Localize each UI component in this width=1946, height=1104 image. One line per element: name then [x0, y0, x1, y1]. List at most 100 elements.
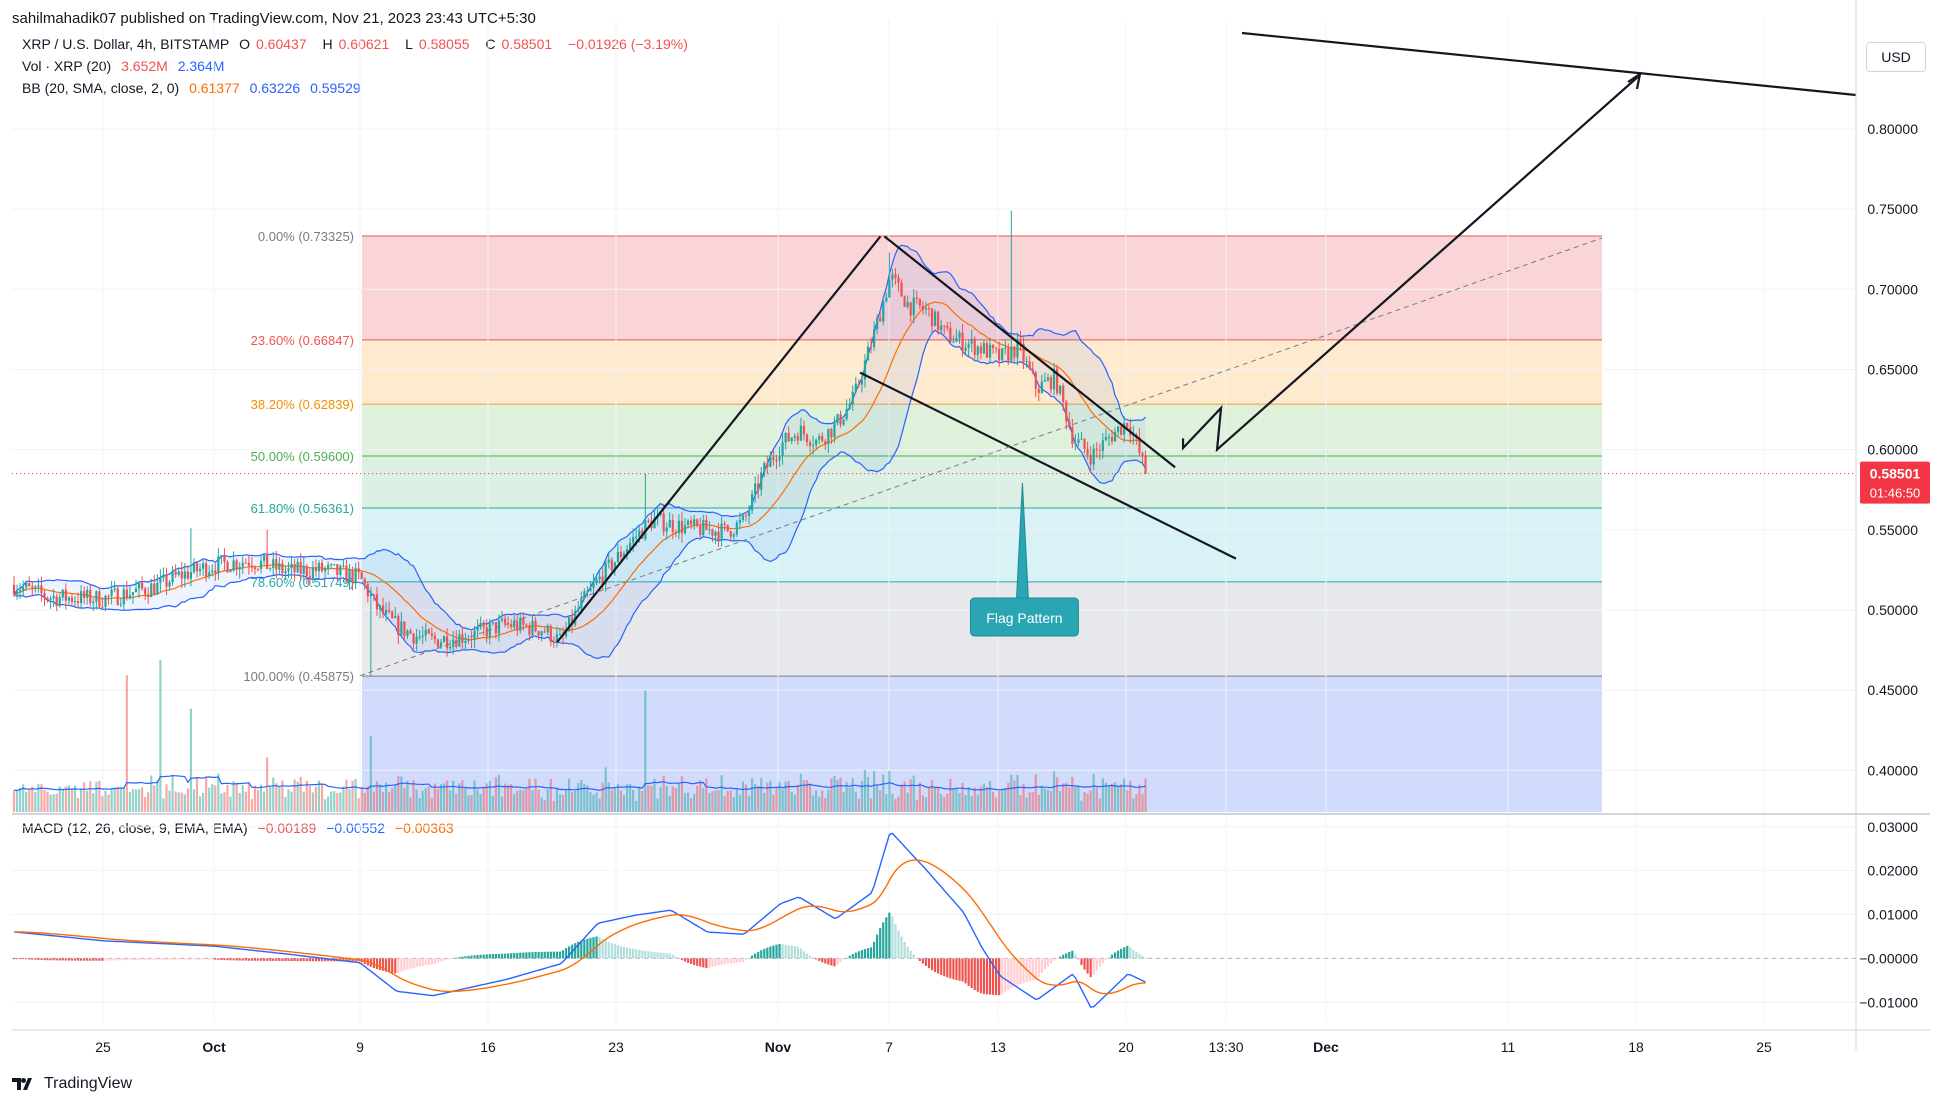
fib-zone — [362, 456, 1602, 508]
candle-body — [1013, 346, 1016, 358]
macd-histogram-bar — [937, 958, 940, 974]
candle-body — [1086, 448, 1089, 456]
volume-bar — [174, 791, 177, 812]
macd-histogram-bar — [613, 944, 616, 959]
candle-body — [342, 565, 345, 567]
candle-body — [330, 564, 333, 566]
candle-body — [507, 623, 510, 625]
macd-histogram-bar — [89, 958, 92, 961]
macd-histogram-bar — [320, 958, 324, 962]
volume-bar — [253, 785, 257, 812]
volume-bar — [153, 785, 156, 812]
macd-histogram-bar — [1129, 947, 1132, 959]
candle-body — [873, 329, 876, 347]
macd-histogram-bar — [796, 946, 799, 959]
volume-bar — [674, 787, 677, 812]
volume-bar — [653, 778, 656, 812]
macd-histogram-bar — [458, 957, 461, 959]
volume-bar — [671, 786, 674, 812]
volume-bar — [531, 790, 534, 812]
candle-body — [427, 629, 430, 634]
volume-bar — [442, 783, 446, 812]
macd-histogram-bar — [1083, 958, 1086, 970]
price-tick-label: 0.75000 — [1867, 201, 1918, 217]
volume-bar — [244, 791, 247, 812]
macd-histogram-bar — [1013, 958, 1016, 987]
volume-bar — [1028, 792, 1031, 812]
candle-body — [244, 562, 247, 564]
volume-bar — [141, 787, 144, 812]
volume-bar — [906, 792, 909, 812]
macd-histogram-bar — [427, 958, 430, 965]
candle-body — [711, 529, 714, 536]
volume-bar — [473, 780, 476, 812]
chart-canvas[interactable]: 0.00% (0.73325) 23.60% (0.66847) 38.20% (0… — [0, 0, 1946, 1070]
volume-legend[interactable]: Vol · XRP (20) 3.652M 2.364M — [22, 58, 230, 74]
volume-bar — [183, 794, 186, 812]
candle-body — [278, 563, 281, 570]
candle-body — [183, 571, 186, 579]
macd-histogram-value: −0.00189 — [257, 820, 317, 836]
volume-bar — [805, 780, 809, 812]
volume-bar — [131, 789, 135, 812]
volume-bar — [625, 784, 629, 812]
price-tick-label: 0.45000 — [1867, 682, 1918, 698]
volume-bar — [165, 784, 168, 812]
macd-histogram-bar — [629, 948, 632, 959]
volume-ma: 2.364M — [177, 58, 225, 74]
volume-bar — [168, 790, 171, 812]
candle-body — [433, 635, 436, 640]
tradingview-footer[interactable]: TradingView — [12, 1075, 132, 1093]
price-tick-label: 0.65000 — [1867, 361, 1918, 377]
volume-bar — [34, 792, 37, 812]
bb-legend[interactable]: BB (20, SMA, close, 2, 0) 0.61377 0.6322… — [22, 80, 367, 96]
volume-bar — [452, 780, 455, 812]
candle-body — [229, 570, 232, 573]
macd-histogram-bar — [888, 912, 891, 959]
currency-button[interactable]: USD — [1866, 42, 1926, 72]
candle-body — [446, 636, 449, 649]
candle-body — [449, 646, 452, 649]
candle-body — [924, 308, 928, 310]
volume-bar — [1126, 790, 1129, 812]
time-tick-label: 13 — [990, 1039, 1006, 1055]
volume-bar — [1034, 774, 1037, 812]
macd-histogram-bar — [125, 958, 128, 961]
macd-histogram-bar — [497, 953, 501, 959]
macd-histogram-bar — [949, 958, 952, 979]
candle-body — [690, 520, 693, 525]
macd-histogram-bar — [1010, 958, 1013, 989]
candle-body — [534, 620, 537, 632]
volume-bar — [540, 797, 543, 812]
macd-histogram-bar — [189, 958, 192, 960]
price-tick-label: 0.60000 — [1867, 442, 1918, 458]
volume-bar — [995, 797, 998, 812]
volume-bar — [351, 780, 354, 812]
volume-bar — [150, 775, 153, 812]
macd-legend[interactable]: MACD (12, 26, close, 9, EMA, EMA) −0.001… — [22, 820, 460, 836]
candle-body — [1110, 437, 1114, 442]
volume-bar — [705, 778, 708, 812]
candle-body — [1080, 438, 1083, 440]
volume-bar — [485, 783, 488, 812]
volume-bar — [1074, 786, 1077, 812]
volume-bar — [976, 794, 979, 812]
candle-body — [1077, 439, 1080, 443]
macd-histogram-bar — [564, 948, 568, 959]
time-tick-label: 9 — [356, 1039, 364, 1055]
macd-histogram-bar — [778, 943, 781, 959]
macd-histogram-bar — [805, 953, 809, 959]
time-tick-label: Oct — [202, 1039, 226, 1055]
macd-histogram-bar — [1120, 948, 1123, 959]
volume-bar — [683, 792, 687, 812]
volume-bar — [998, 790, 1001, 812]
volume-bar — [793, 794, 796, 812]
symbol-label[interactable]: XRP / U.S. Dollar, 4h, BITSTAMP — [22, 36, 230, 52]
upper-resistance-line — [1241, 31, 1857, 97]
volume-bar — [708, 792, 711, 812]
price-tick-label: 0.40000 — [1867, 762, 1918, 778]
macd-histogram-bar — [253, 958, 257, 961]
candle-body — [723, 523, 726, 525]
volume-bar — [601, 782, 604, 812]
volume-bar — [866, 777, 870, 812]
